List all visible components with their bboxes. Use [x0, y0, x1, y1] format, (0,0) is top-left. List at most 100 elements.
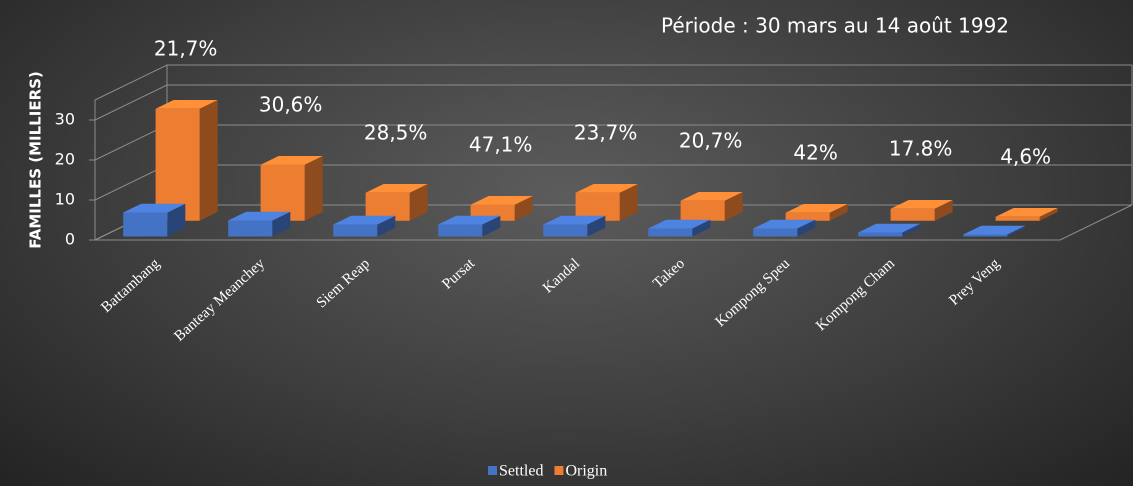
bar	[260, 156, 323, 221]
y-tick-label: 10	[55, 190, 75, 209]
bar-front	[785, 212, 830, 221]
bar	[438, 215, 501, 237]
bar-top	[260, 156, 323, 165]
annotation: 47,1%	[469, 133, 533, 157]
x-tick-label: Takeo	[650, 256, 688, 292]
x-tick-label: Siem Reap	[314, 256, 373, 312]
bar-front	[543, 224, 588, 237]
bar	[648, 219, 711, 237]
bar-top	[228, 211, 291, 221]
bar-top	[785, 204, 848, 213]
bar-side	[692, 219, 711, 237]
annotation: 4,6%	[1000, 145, 1051, 169]
bar	[543, 215, 606, 237]
bar-side	[902, 223, 921, 237]
bar-front	[753, 228, 798, 237]
x-tick-label: Kompong Cham	[813, 255, 898, 334]
bar-front	[680, 200, 725, 221]
annotation: 17.8%	[889, 137, 953, 161]
bar-top	[155, 100, 218, 109]
bar-front	[575, 192, 620, 221]
bar-top	[963, 225, 1026, 235]
bar-front	[333, 224, 378, 237]
bar-front	[858, 232, 903, 237]
bar-top	[648, 219, 711, 229]
legend-swatch	[554, 466, 564, 475]
bar	[785, 204, 848, 221]
y-tick-label: 20	[55, 150, 75, 169]
bar-side	[724, 192, 743, 221]
bar	[155, 100, 218, 221]
bar	[333, 215, 396, 237]
bar-top	[333, 215, 396, 225]
bar-side	[797, 219, 816, 237]
x-tick-label: Pursat	[439, 255, 478, 293]
y-tick-label: 30	[55, 110, 75, 129]
bar-side	[377, 215, 396, 237]
bar	[228, 211, 291, 237]
bar-front	[155, 108, 200, 221]
bar-front	[438, 224, 483, 237]
bar-side	[934, 200, 953, 221]
bar	[890, 200, 953, 221]
bar-top	[123, 203, 186, 213]
bar-side	[409, 184, 428, 221]
annotation: 30,6%	[259, 93, 323, 117]
bar	[963, 225, 1026, 237]
annotation: 20,7%	[679, 129, 743, 153]
bar-front	[228, 220, 273, 237]
bar-side	[1039, 208, 1058, 221]
bar-side	[199, 100, 218, 221]
bar-side	[514, 196, 533, 221]
annotation: 23,7%	[574, 121, 638, 145]
bar-top	[753, 219, 816, 229]
bar-side	[272, 211, 291, 237]
bar-front	[890, 208, 935, 221]
bar-front	[648, 228, 693, 237]
bar-side	[587, 215, 606, 237]
bar	[680, 192, 743, 221]
bar-top	[858, 223, 921, 233]
bar	[365, 184, 428, 221]
bar-top	[995, 208, 1058, 217]
x-tick-label: Banteay Meanchey	[172, 255, 269, 344]
bar-front	[963, 234, 1008, 237]
bar	[858, 223, 921, 237]
x-tick-label: Prey Veng	[946, 255, 1003, 309]
bar	[995, 208, 1058, 221]
bar	[575, 184, 638, 221]
legend-swatch	[488, 466, 497, 475]
bar	[753, 219, 816, 237]
bar-top	[890, 200, 953, 209]
chart-title: Période : 30 mars au 14 août 1992	[661, 14, 1009, 38]
bar-side	[829, 204, 848, 221]
legend-label: Settled	[499, 463, 543, 480]
x-tick-label: Battambang	[98, 255, 163, 316]
bar-front	[260, 164, 305, 221]
bar-top	[365, 184, 428, 193]
bar-front	[365, 192, 410, 221]
y-tick-label: 0	[65, 230, 75, 249]
bar-top	[438, 215, 501, 225]
x-tick-label: Kandal	[540, 256, 583, 297]
bar-side	[1007, 225, 1026, 237]
bar-front	[123, 212, 168, 237]
bar-side	[304, 156, 323, 221]
bar	[123, 203, 186, 237]
annotation: 42%	[793, 141, 837, 165]
bar-side	[482, 215, 501, 237]
annotation: 21,7%	[154, 37, 218, 61]
bar-side	[167, 203, 186, 237]
bar-top	[680, 192, 743, 201]
legend-label: Origin	[565, 463, 607, 480]
bar-top	[575, 184, 638, 193]
bar-top	[543, 215, 606, 225]
bar-front	[995, 216, 1040, 221]
annotation: 28,5%	[364, 121, 428, 145]
grid-line	[94, 84, 1132, 121]
bar-top	[470, 196, 533, 205]
bar-side	[619, 184, 638, 221]
y-axis-label: FAMILLES (MILLIERS)	[27, 71, 45, 249]
